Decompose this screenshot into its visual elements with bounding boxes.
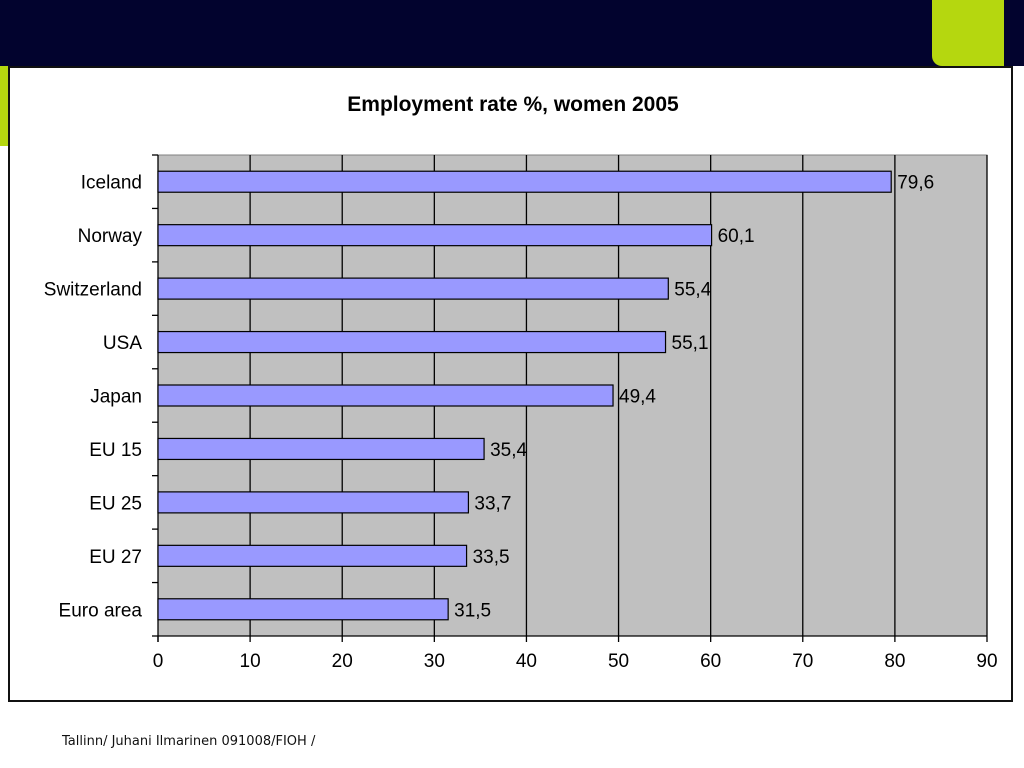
footer-text: Tallinn/ Juhani Ilmarinen 091008/FIOH /: [62, 734, 316, 749]
x-tick-label: 50: [608, 651, 629, 672]
category-label: Norway: [78, 226, 143, 247]
bar: [157, 598, 449, 621]
category-label: EU 15: [89, 440, 142, 461]
bar: [157, 437, 485, 461]
x-tick-label: 40: [516, 651, 537, 672]
data-label: 33,7: [474, 493, 511, 514]
data-label: 33,5: [473, 547, 510, 568]
x-tick-label: 90: [976, 651, 997, 672]
bar: [157, 224, 713, 247]
data-label: 55,4: [674, 280, 711, 301]
plot-area: 0 10 20 30 40 50 60 70 80 90 Iceland 79,6 Norway 60,1…: [44, 154, 998, 672]
chart-title: Employment rate %, women 2005: [347, 93, 679, 116]
x-tick-label: 80: [884, 651, 905, 672]
x-tick-label: 10: [240, 651, 261, 672]
category-label: Iceland: [81, 173, 142, 194]
x-tick-label: 0: [153, 651, 164, 672]
bar: [157, 277, 669, 300]
data-label: 79,6: [897, 173, 934, 194]
accent-tab: [932, 0, 1004, 66]
category-label: Switzerland: [44, 280, 142, 301]
data-label: 60,1: [718, 226, 755, 247]
category-label: USA: [103, 333, 142, 354]
bar: [157, 491, 470, 514]
bar-chart: Employment rate %, women 2005 0 10 20 30 40 5…: [44, 93, 998, 672]
chart-frame: Employment rate %, women 2005 0 10 20 30 40 5…: [8, 66, 1013, 702]
data-label: 31,5: [454, 600, 491, 621]
category-label: Euro area: [59, 600, 143, 621]
category-label: EU 25: [89, 493, 142, 514]
data-label: 55,1: [672, 333, 709, 354]
x-tick-label: 20: [332, 651, 353, 672]
x-tick-label: 30: [424, 651, 445, 672]
bar: [157, 384, 614, 407]
bar: [157, 170, 892, 193]
category-label: EU 27: [89, 547, 142, 568]
data-label: 35,4: [490, 440, 527, 461]
x-tick-label: 60: [700, 651, 721, 672]
accent-stripe: [0, 66, 9, 146]
bar: [157, 544, 468, 567]
category-label: Japan: [90, 387, 142, 408]
data-label: 49,4: [619, 387, 656, 408]
bar: [157, 330, 667, 354]
x-tick-label: 70: [792, 651, 813, 672]
header-band: [0, 0, 1024, 66]
